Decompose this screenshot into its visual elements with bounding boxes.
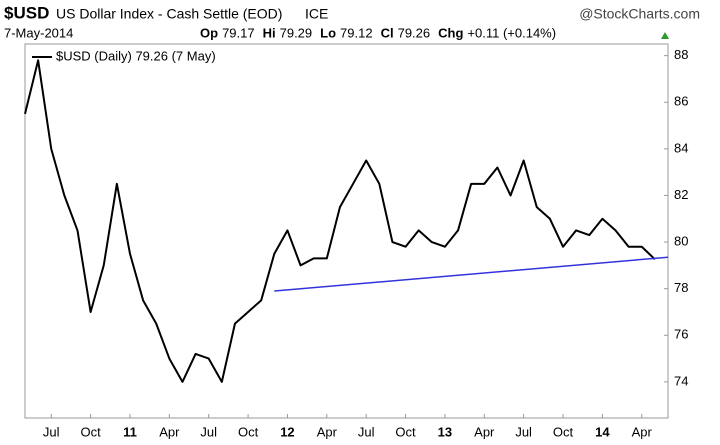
x-tick-label: Oct bbox=[80, 424, 101, 439]
symbol: $USD bbox=[4, 3, 49, 22]
instrument-name: US Dollar Index - Cash Settle (EOD) bbox=[56, 6, 282, 22]
up-arrow bbox=[661, 32, 669, 39]
x-tick-label: 12 bbox=[280, 424, 294, 439]
quote-value: 79.29 bbox=[280, 25, 313, 40]
plot-frame bbox=[24, 43, 669, 419]
y-tick-label: 78 bbox=[674, 280, 688, 295]
date: 7-May-2014 bbox=[4, 25, 73, 40]
x-tick-label: 11 bbox=[123, 424, 137, 439]
y-tick-label: 80 bbox=[674, 234, 688, 249]
x-tick-label: Oct bbox=[553, 424, 574, 439]
y-tick-label: 86 bbox=[674, 94, 688, 109]
x-tick-label: Oct bbox=[238, 424, 259, 439]
x-tick-label: Apr bbox=[159, 424, 180, 439]
x-tick-label: Apr bbox=[474, 424, 495, 439]
x-tick-label: Apr bbox=[632, 424, 653, 439]
x-tick-label: Jul bbox=[515, 424, 532, 439]
y-tick-label: 74 bbox=[674, 373, 688, 388]
price-line bbox=[24, 59, 656, 383]
x-tick-label: Jul bbox=[358, 424, 375, 439]
quote-label: Lo bbox=[320, 25, 336, 40]
x-tick-label: Oct bbox=[395, 424, 416, 439]
legend-label: $USD (Daily) 79.26 (7 May) bbox=[56, 48, 216, 63]
exchange: ICE bbox=[305, 6, 328, 22]
trendline bbox=[274, 256, 669, 292]
quote-label: Hi bbox=[263, 25, 276, 40]
quote-label: Op bbox=[200, 25, 218, 40]
quote-label: Chg bbox=[438, 25, 463, 40]
quote-label: Cl bbox=[381, 25, 394, 40]
y-tick-label: 88 bbox=[674, 47, 688, 62]
x-tick-label: Apr bbox=[317, 424, 338, 439]
quote-value: 79.12 bbox=[340, 25, 373, 40]
x-tick-label: Jul bbox=[43, 424, 60, 439]
x-tick-label: Jul bbox=[200, 424, 217, 439]
x-tick-label: 14 bbox=[595, 424, 610, 439]
y-tick-label: 82 bbox=[674, 187, 688, 202]
quote-value: 79.26 bbox=[398, 25, 431, 40]
source: @StockCharts.com bbox=[579, 6, 700, 22]
y-tick-label: 84 bbox=[674, 140, 688, 155]
quote-value: 79.17 bbox=[222, 25, 255, 40]
y-tick-label: 76 bbox=[674, 327, 688, 342]
quote-value: +0.11 (+0.14%) bbox=[467, 25, 556, 40]
x-tick-label: 13 bbox=[438, 424, 452, 439]
